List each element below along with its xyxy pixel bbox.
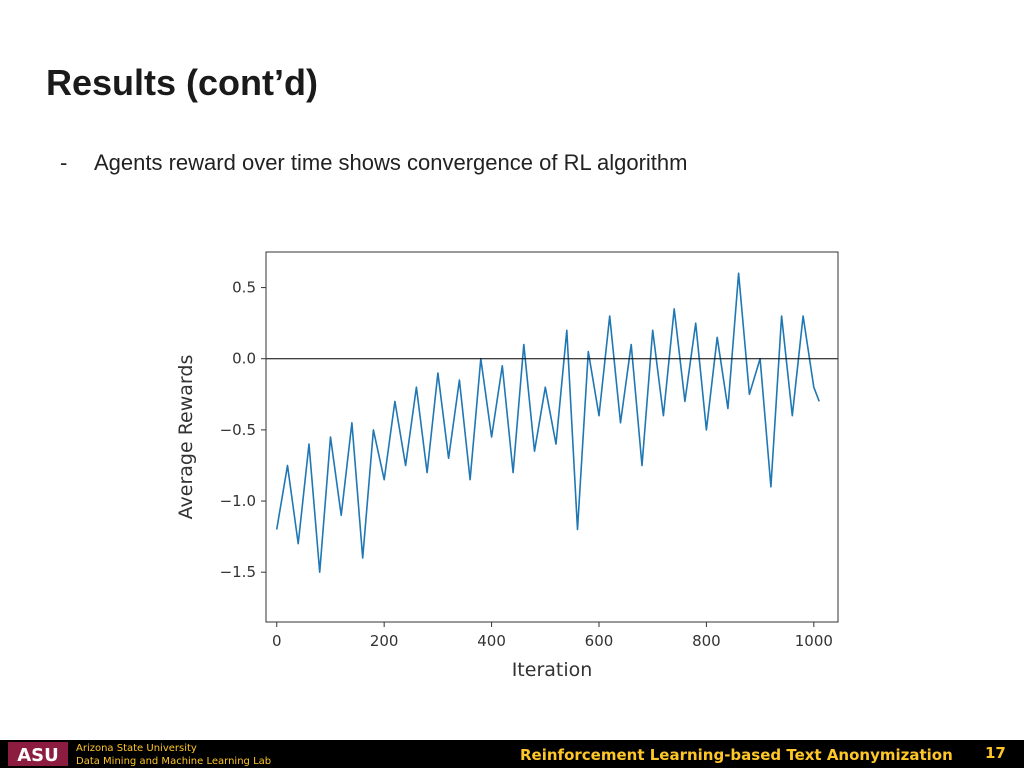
lab-name: Data Mining and Machine Learning Lab xyxy=(76,756,272,767)
reward-chart: 0 200 400 600 800 1000 0.5 0.0 −0.5 −1.0 −1.5 Iter… xyxy=(170,240,860,690)
bullet-text: Agents reward over time shows convergenc… xyxy=(94,150,688,175)
y-tick-label: −1.5 xyxy=(220,563,256,581)
footer-bar: ASU Arizona State University Data Mining… xyxy=(0,740,1024,768)
x-tick-label: 600 xyxy=(585,632,614,650)
y-axis-label: Average Rewards xyxy=(175,355,197,520)
reward-chart-svg: 0 200 400 600 800 1000 0.5 0.0 −0.5 −1.0 −1.5 Iter… xyxy=(175,251,839,681)
plot-area: 0 200 400 600 800 1000 0.5 0.0 −0.5 −1.0 −1.5 xyxy=(220,251,839,650)
y-tick-label: 0.5 xyxy=(232,279,256,297)
bullet-marker: - xyxy=(60,150,68,175)
x-tick-label: 0 xyxy=(272,632,282,650)
series-line xyxy=(275,272,820,573)
plot-frame xyxy=(265,251,839,623)
university-name: Arizona State University xyxy=(76,743,197,754)
page-number: 17 xyxy=(985,744,1006,762)
y-tick-label: 0.0 xyxy=(232,350,256,368)
x-tick-label: 400 xyxy=(477,632,506,650)
slide-title: Results (cont’d) xyxy=(46,62,319,103)
y-tick-label: −0.5 xyxy=(220,421,256,439)
y-tick-label: −1.0 xyxy=(220,492,256,510)
x-tick-label: 200 xyxy=(370,632,399,650)
x-tick-label: 1000 xyxy=(795,632,833,650)
asu-logo: ASU xyxy=(8,742,68,766)
talk-title: Reinforcement Learning-based Text Anonym… xyxy=(520,746,953,764)
x-axis-label: Iteration xyxy=(512,659,593,681)
asu-logo-text: ASU xyxy=(17,745,59,766)
x-tick-label: 800 xyxy=(692,632,721,650)
bullet-item: - Agents reward over time shows converge… xyxy=(60,150,687,176)
